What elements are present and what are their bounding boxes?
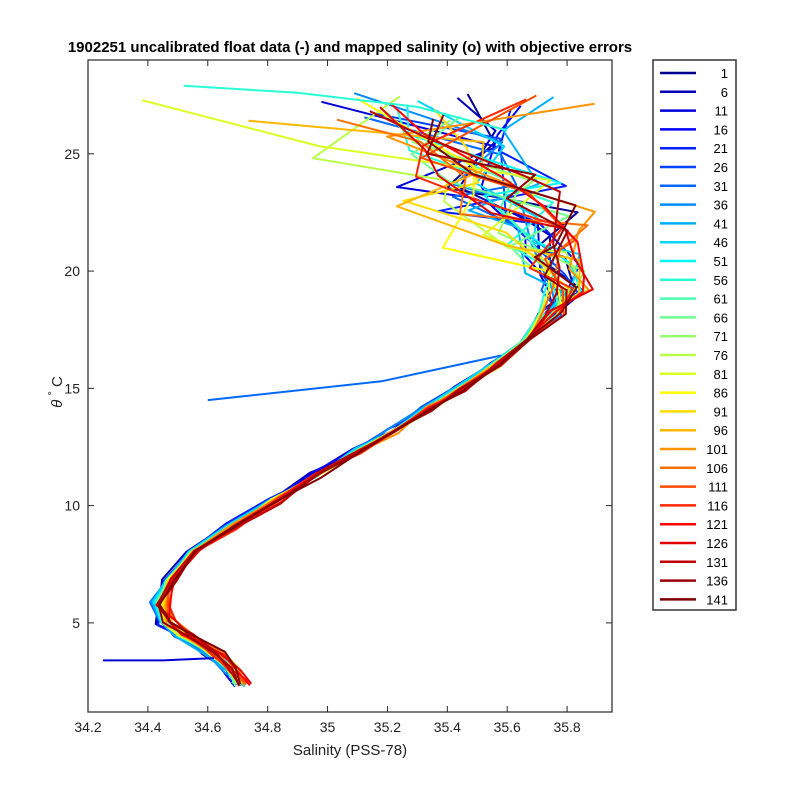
x-tick-label: 35 [320,719,336,735]
y-tick-label: 15 [64,380,80,396]
profile-line [164,102,596,687]
legend-label: 46 [714,235,728,250]
y-axis-label-unit: C [49,376,66,387]
anomaly-line [207,354,502,402]
plot-area [88,60,612,712]
legend-label: 101 [706,442,728,457]
legend-label: 86 [714,386,728,401]
x-tick-label: 35.2 [374,719,401,735]
legend-label: 6 [721,85,728,100]
legend-label: 96 [714,423,728,438]
legend-label: 121 [706,517,728,532]
x-tick-label: 34.8 [254,719,281,735]
legend-label: 111 [708,480,728,495]
profile-line [158,118,578,685]
legend-label: 71 [714,329,728,344]
x-tick-label: 34.2 [74,719,101,735]
legend-label: 26 [714,160,728,175]
axes-box [87,59,613,713]
y-axis-label-degree: ° [47,391,59,395]
legend-label: 126 [706,536,728,551]
x-tick-label: 34.4 [134,719,161,735]
legend-label: 131 [706,555,728,570]
legend-label: 16 [714,122,728,137]
anomaly-line [183,84,508,132]
legend-label: 81 [714,367,728,382]
x-axis-ticks: 34.2 34.4 34.6 34.8 35 35.2 35.4 35.6 35.8 [74,60,581,735]
y-axis-label: θ ° C [43,376,66,408]
y-axis-ticks: 5 10 15 20 25 [64,146,612,631]
y-tick-label: 20 [64,263,80,279]
legend-label: 61 [714,292,728,307]
legend-label: 41 [714,216,728,231]
legend-label: 141 [706,592,728,607]
legend-label: 36 [714,198,728,213]
x-tick-label: 35.4 [434,719,461,735]
x-tick-label: 35.8 [553,719,580,735]
x-axis-label: Salinity (PSS-78) [293,742,407,759]
chart-title: 1902251 uncalibrated float data (-) and … [68,39,632,56]
legend: 1611162126313641465156616671768186919610… [652,59,737,611]
y-axis-label-symbol: θ [49,400,66,408]
legend-label: 1 [721,66,728,81]
legend-label: 136 [706,574,728,589]
x-tick-label: 35.6 [494,719,521,735]
legend-label: 31 [714,179,728,194]
legend-label: 21 [714,141,728,156]
legend-label: 51 [714,254,728,269]
y-tick-label: 10 [64,498,80,514]
x-tick-label: 34.6 [194,719,221,735]
legend-label: 91 [714,404,728,419]
legend-label: 11 [715,104,729,119]
y-tick-label: 5 [72,615,80,631]
profile-lines [141,92,596,688]
y-tick-label: 25 [64,146,80,162]
anomaly-line [103,657,214,662]
legend-label: 56 [714,273,728,288]
legend-label: 76 [714,348,728,363]
svg-text:θ ° C: θ ° C [43,376,66,408]
legend-label: 106 [706,461,728,476]
legend-label: 116 [707,498,728,513]
anomaly-lines [103,84,508,662]
legend-label: 66 [714,310,728,325]
